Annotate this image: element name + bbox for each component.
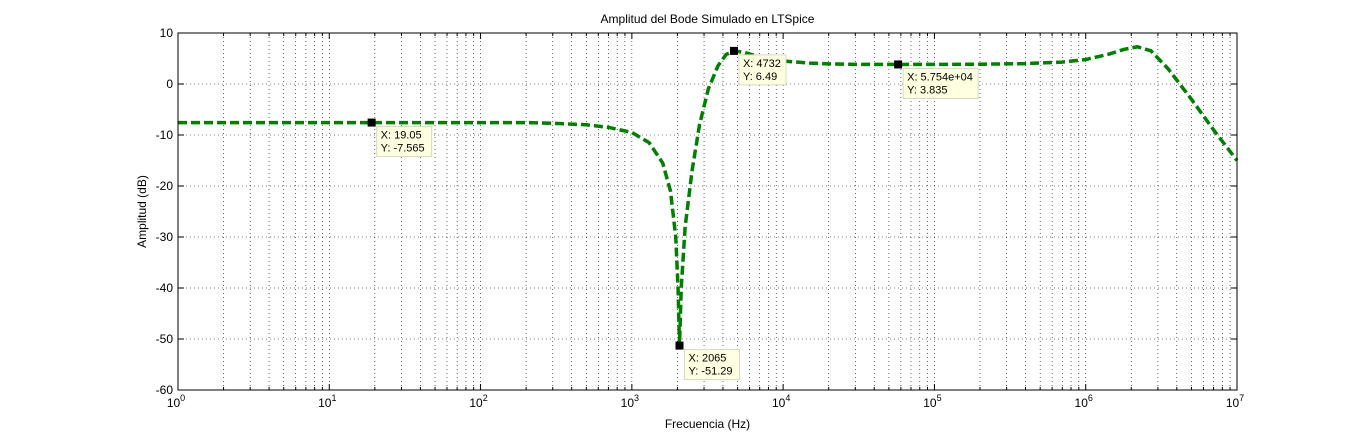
data-tip-y: Y: 3.835	[907, 84, 947, 96]
y-axis-label: Amplitud (dB)	[135, 175, 149, 248]
chart-title: Amplitud del Bode Simulado en LTSpice	[601, 12, 815, 26]
y-tick-label: -40	[156, 281, 174, 295]
y-tick-label: -60	[156, 383, 174, 397]
y-tick-label: 0	[166, 77, 173, 91]
data-tip-box	[684, 349, 741, 381]
data-tip-marker[interactable]	[675, 341, 684, 350]
x-tick-label: 104	[772, 393, 790, 410]
y-tick-label: -20	[156, 179, 174, 193]
data-tip-x: X: 2065	[689, 353, 727, 365]
x-tick-label: 107	[1226, 393, 1244, 410]
data-tip-box	[738, 54, 787, 86]
data-tip-x: X: 19.05	[381, 130, 422, 142]
x-tick-label: 105	[923, 393, 941, 410]
data-tip-marker[interactable]	[729, 46, 738, 55]
x-tick-label: 103	[621, 393, 639, 410]
grid	[178, 33, 1237, 390]
x-tick-label: 101	[318, 393, 336, 410]
data-tip-marker[interactable]	[894, 60, 903, 69]
x-tick-label: 106	[1075, 393, 1093, 410]
series-line	[178, 45, 1239, 348]
data-tip[interactable]: X: 19.05Y: -7.565	[367, 118, 433, 158]
tick-labels: 100 101 102 103 104 105 106 107100-10-20-30-40-…	[156, 26, 1245, 410]
data-tip-x: X: 4732	[743, 58, 781, 70]
data-tip-y: Y: -51.29	[689, 366, 733, 378]
data-tip-box	[902, 67, 979, 99]
y-tick-label: -30	[156, 230, 174, 244]
axes-frame	[177, 32, 1238, 391]
data-tip-box	[376, 126, 433, 158]
x-tick-label: 102	[469, 393, 487, 410]
data-tip-x: X: 5.754e+04	[907, 71, 973, 83]
y-tick-label: -50	[156, 332, 174, 346]
x-tick-label: 100	[167, 393, 185, 410]
x-axis-label: Frecuencia (Hz)	[665, 417, 750, 431]
data-tip[interactable]: X: 5.754e+04Y: 3.835	[894, 60, 979, 99]
series-group	[178, 45, 1239, 348]
data-tip-y: Y: -7.565	[381, 143, 425, 155]
tick-marks	[178, 32, 1237, 391]
data-tip-y: Y: 6.49	[743, 71, 777, 83]
y-tick-label: -10	[156, 128, 174, 142]
data-tip-marker[interactable]	[367, 118, 376, 127]
y-tick-label: 10	[160, 26, 174, 40]
